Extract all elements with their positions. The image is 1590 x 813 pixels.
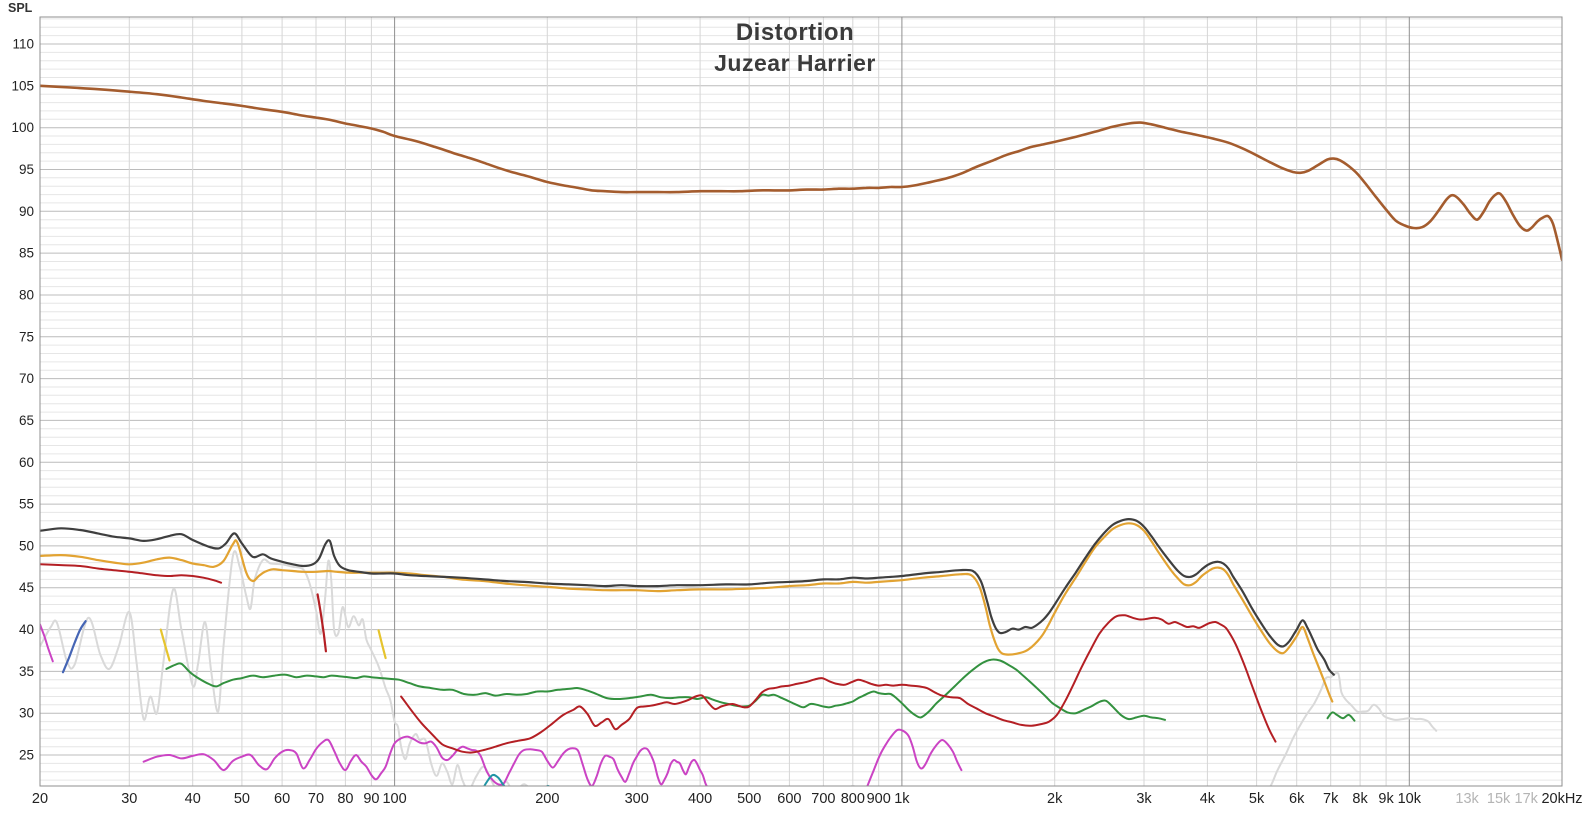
svg-text:6k: 6k	[1289, 791, 1305, 807]
svg-text:10k: 10k	[1398, 791, 1422, 807]
svg-text:1k: 1k	[894, 791, 910, 807]
series-orange	[40, 522, 1334, 703]
svg-text:20kHz: 20kHz	[1541, 791, 1582, 807]
vertical-gridlines	[39, 17, 1563, 786]
svg-text:3k: 3k	[1136, 791, 1152, 807]
series-yellow-b	[377, 629, 387, 660]
svg-text:50: 50	[234, 791, 250, 807]
svg-text:60: 60	[274, 791, 290, 807]
svg-text:60: 60	[19, 455, 34, 470]
series-fundamental	[40, 84, 1562, 262]
svg-text:55: 55	[19, 497, 34, 512]
svg-text:13k: 13k	[1455, 791, 1479, 807]
x-tick-labels: 20 30 40 50 60 70 80 90 100 200 300 400 500 600 700 800…	[32, 791, 1583, 807]
svg-text:2k: 2k	[1047, 791, 1063, 807]
svg-text:90: 90	[363, 791, 379, 807]
svg-text:105: 105	[11, 78, 34, 93]
svg-text:20: 20	[32, 791, 48, 807]
svg-text:100: 100	[382, 791, 406, 807]
series-gray-floor-left	[40, 550, 549, 786]
svg-text:45: 45	[19, 580, 34, 595]
svg-text:500: 500	[737, 791, 761, 807]
svg-text:110: 110	[12, 37, 34, 52]
series-dark-gray	[40, 518, 1335, 676]
svg-text:8k: 8k	[1352, 791, 1368, 807]
series-red-spike	[316, 593, 327, 653]
svg-text:85: 85	[19, 246, 34, 261]
svg-text:5k: 5k	[1249, 791, 1265, 807]
svg-text:90: 90	[19, 204, 34, 219]
svg-text:70: 70	[19, 371, 34, 386]
series-yellow-a	[159, 628, 171, 662]
plot-border	[39, 16, 1563, 787]
svg-text:70: 70	[308, 791, 324, 807]
svg-text:65: 65	[19, 413, 34, 428]
series-curves	[40, 84, 1562, 786]
svg-text:50: 50	[19, 538, 34, 553]
series-magenta-start	[40, 623, 54, 663]
series-magenta-mid	[866, 728, 963, 786]
svg-text:7k: 7k	[1323, 791, 1339, 807]
svg-text:9k: 9k	[1378, 791, 1394, 807]
svg-text:30: 30	[19, 706, 34, 721]
y-axis-unit-label: SPL	[8, 1, 33, 15]
svg-text:600: 600	[777, 791, 801, 807]
svg-text:35: 35	[19, 664, 34, 679]
svg-text:200: 200	[535, 791, 559, 807]
series-blue	[61, 620, 87, 674]
svg-text:40: 40	[185, 791, 201, 807]
svg-text:40: 40	[19, 622, 34, 637]
svg-text:900: 900	[867, 791, 891, 807]
series-green-high	[1326, 711, 1356, 722]
series-magenta-low	[142, 735, 708, 786]
y-tick-labels: 110 105 100 95 90 85 80 75 70 65 60 55 50 45 40 35 30 25	[11, 37, 34, 763]
svg-text:700: 700	[811, 791, 835, 807]
svg-text:100: 100	[11, 120, 34, 135]
svg-text:4k: 4k	[1200, 791, 1216, 807]
svg-text:25: 25	[19, 748, 34, 763]
svg-text:75: 75	[19, 329, 34, 344]
svg-text:95: 95	[19, 162, 34, 177]
svg-text:17k: 17k	[1515, 791, 1539, 807]
series-gray-floor-right	[1269, 671, 1438, 786]
series-red-mid	[400, 614, 1277, 754]
svg-text:300: 300	[625, 791, 649, 807]
svg-text:80: 80	[19, 288, 34, 303]
svg-text:800: 800	[841, 791, 865, 807]
horizontal-gridlines	[40, 18, 1562, 781]
series-red-low	[40, 563, 223, 584]
svg-text:80: 80	[337, 791, 353, 807]
svg-text:400: 400	[688, 791, 712, 807]
svg-text:15k: 15k	[1487, 791, 1511, 807]
svg-text:30: 30	[121, 791, 137, 807]
